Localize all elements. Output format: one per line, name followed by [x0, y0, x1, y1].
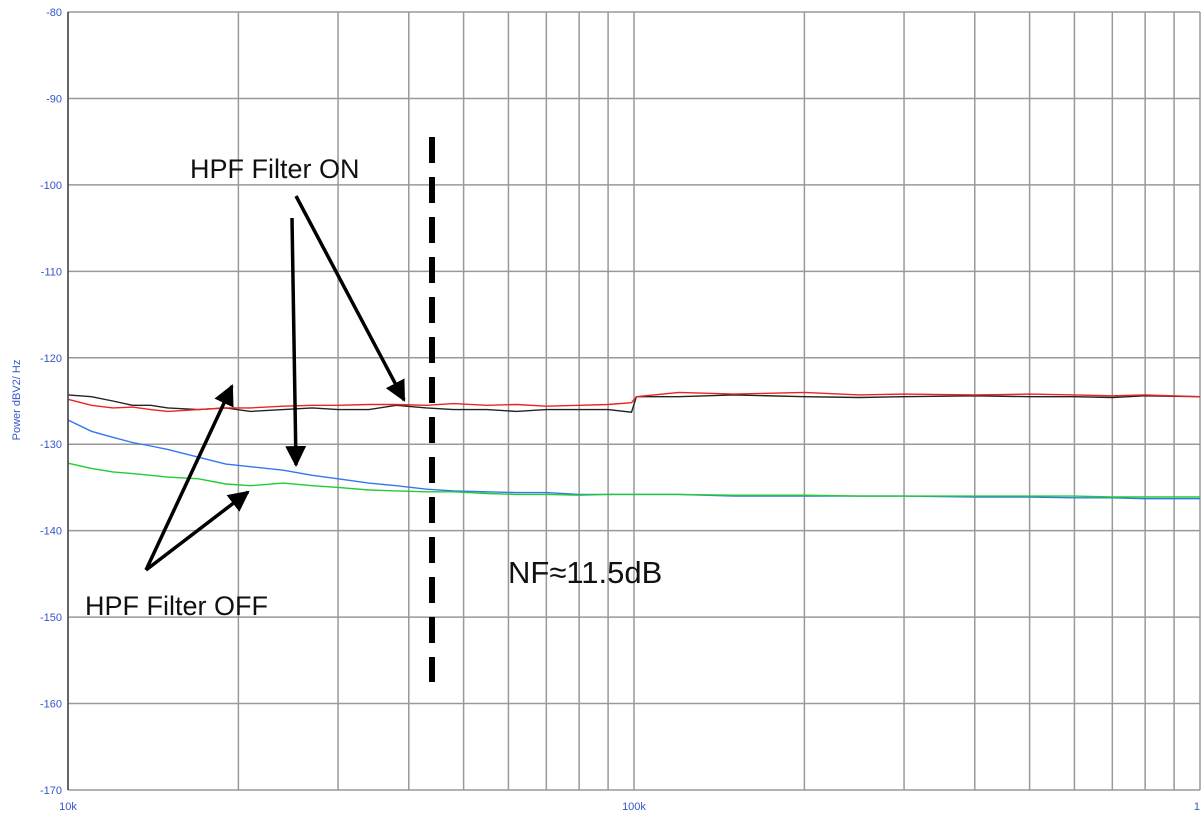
- y-tick-label: -80: [46, 7, 62, 19]
- y-tick-label: -120: [40, 353, 62, 365]
- x-tick-label: 100k: [622, 801, 646, 813]
- lines: [67, 391, 1201, 500]
- series-line: [67, 394, 1201, 413]
- y-tick-label: -150: [40, 612, 62, 624]
- y-tick-label: -140: [40, 526, 62, 538]
- y-axis-label: Power dBV2/ Hz: [11, 360, 23, 441]
- series-line: [67, 462, 1200, 498]
- annotation: HPF Filter OFF: [85, 591, 268, 621]
- y-tick-label: -100: [40, 180, 62, 192]
- y-tick-label: -110: [41, 266, 62, 278]
- y-tick-label: -170: [40, 785, 62, 797]
- x-tick-label: 1: [1194, 801, 1200, 813]
- arrows: [144, 195, 406, 572]
- annotation: HPF Filter ON: [190, 154, 360, 184]
- x-tick-label: 10k: [59, 801, 77, 813]
- arrow: [144, 384, 234, 571]
- y-tick-label: -90: [46, 93, 62, 105]
- arrow: [144, 490, 250, 572]
- arrow: [294, 195, 406, 402]
- y-tick-label: -160: [40, 699, 62, 711]
- grid: [67, 11, 1201, 791]
- y-tick-label: -130: [40, 439, 62, 451]
- series-line: [67, 391, 1201, 413]
- annotation: NF≈11.5dB: [508, 555, 662, 590]
- arrow: [285, 217, 307, 468]
